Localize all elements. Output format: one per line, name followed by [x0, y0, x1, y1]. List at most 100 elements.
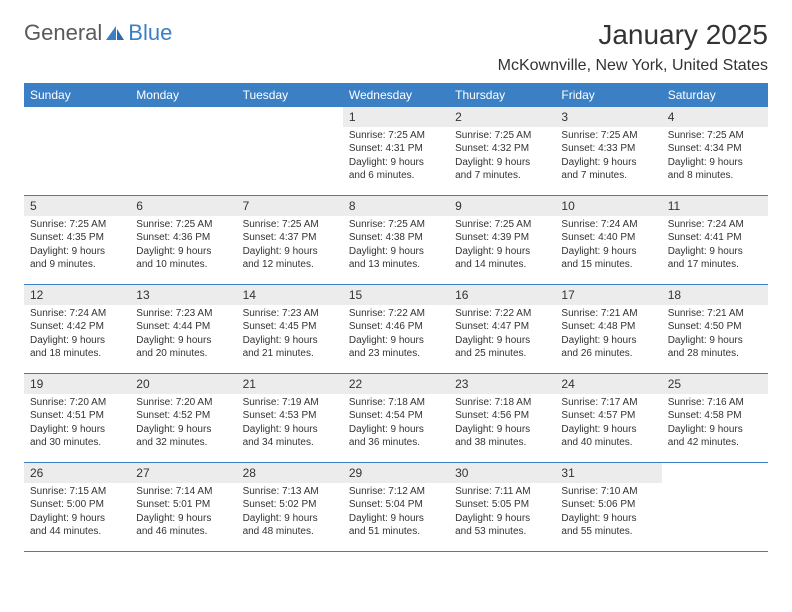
- day-number: 9: [449, 196, 555, 216]
- daylight-text-2: and 51 minutes.: [349, 525, 443, 539]
- day-body: Sunrise: 7:18 AMSunset: 4:54 PMDaylight:…: [343, 394, 449, 454]
- sunrise-text: Sunrise: 7:24 AM: [30, 307, 124, 321]
- daylight-text-2: and 14 minutes.: [455, 258, 549, 272]
- sunset-text: Sunset: 4:54 PM: [349, 409, 443, 423]
- sunset-text: Sunset: 4:44 PM: [136, 320, 230, 334]
- sunset-text: Sunset: 4:51 PM: [30, 409, 124, 423]
- day-number: 16: [449, 285, 555, 305]
- day-number: 4: [662, 107, 768, 127]
- day-number: 5: [24, 196, 130, 216]
- day-cell: 16Sunrise: 7:22 AMSunset: 4:47 PMDayligh…: [449, 285, 555, 373]
- day-cell: 9Sunrise: 7:25 AMSunset: 4:39 PMDaylight…: [449, 196, 555, 284]
- daylight-text-2: and 8 minutes.: [668, 169, 762, 183]
- dow-tuesday: Tuesday: [237, 83, 343, 107]
- day-cell: 7Sunrise: 7:25 AMSunset: 4:37 PMDaylight…: [237, 196, 343, 284]
- day-cell: 17Sunrise: 7:21 AMSunset: 4:48 PMDayligh…: [555, 285, 661, 373]
- calendar-grid: Sunday Monday Tuesday Wednesday Thursday…: [24, 83, 768, 552]
- brand-text-1: General: [24, 20, 102, 46]
- day-number: 24: [555, 374, 661, 394]
- day-cell: 30Sunrise: 7:11 AMSunset: 5:05 PMDayligh…: [449, 463, 555, 551]
- daylight-text-2: and 55 minutes.: [561, 525, 655, 539]
- daylight-text-2: and 34 minutes.: [243, 436, 337, 450]
- location-text: McKownville, New York, United States: [498, 57, 768, 75]
- daylight-text-2: and 21 minutes.: [243, 347, 337, 361]
- day-cell: 3Sunrise: 7:25 AMSunset: 4:33 PMDaylight…: [555, 107, 661, 195]
- day-body: Sunrise: 7:25 AMSunset: 4:35 PMDaylight:…: [24, 216, 130, 276]
- dow-monday: Monday: [130, 83, 236, 107]
- sunrise-text: Sunrise: 7:14 AM: [136, 485, 230, 499]
- sunset-text: Sunset: 4:37 PM: [243, 231, 337, 245]
- day-body: Sunrise: 7:15 AMSunset: 5:00 PMDaylight:…: [24, 483, 130, 543]
- day-body: Sunrise: 7:24 AMSunset: 4:40 PMDaylight:…: [555, 216, 661, 276]
- month-title: January 2025: [498, 20, 768, 51]
- day-cell: 14Sunrise: 7:23 AMSunset: 4:45 PMDayligh…: [237, 285, 343, 373]
- day-cell: 21Sunrise: 7:19 AMSunset: 4:53 PMDayligh…: [237, 374, 343, 462]
- daylight-text-2: and 15 minutes.: [561, 258, 655, 272]
- daylight-text-2: and 25 minutes.: [455, 347, 549, 361]
- sunrise-text: Sunrise: 7:18 AM: [349, 396, 443, 410]
- day-cell: 1Sunrise: 7:25 AMSunset: 4:31 PMDaylight…: [343, 107, 449, 195]
- sunrise-text: Sunrise: 7:25 AM: [349, 129, 443, 143]
- weeks-container: 1Sunrise: 7:25 AMSunset: 4:31 PMDaylight…: [24, 107, 768, 552]
- daylight-text-1: Daylight: 9 hours: [455, 156, 549, 170]
- daylight-text-2: and 44 minutes.: [30, 525, 124, 539]
- daylight-text-1: Daylight: 9 hours: [30, 423, 124, 437]
- sunset-text: Sunset: 4:57 PM: [561, 409, 655, 423]
- day-number: 17: [555, 285, 661, 305]
- sunrise-text: Sunrise: 7:25 AM: [349, 218, 443, 232]
- day-number: 19: [24, 374, 130, 394]
- daylight-text-1: Daylight: 9 hours: [136, 245, 230, 259]
- day-body: Sunrise: 7:25 AMSunset: 4:39 PMDaylight:…: [449, 216, 555, 276]
- day-number: 28: [237, 463, 343, 483]
- day-body: Sunrise: 7:12 AMSunset: 5:04 PMDaylight:…: [343, 483, 449, 543]
- day-cell: [237, 107, 343, 195]
- daylight-text-2: and 13 minutes.: [349, 258, 443, 272]
- day-body: Sunrise: 7:25 AMSunset: 4:33 PMDaylight:…: [555, 127, 661, 187]
- day-body: Sunrise: 7:20 AMSunset: 4:51 PMDaylight:…: [24, 394, 130, 454]
- sail-icon: [104, 24, 126, 42]
- daylight-text-1: Daylight: 9 hours: [668, 245, 762, 259]
- daylight-text-2: and 53 minutes.: [455, 525, 549, 539]
- day-number: 3: [555, 107, 661, 127]
- daylight-text-2: and 17 minutes.: [668, 258, 762, 272]
- day-number: 13: [130, 285, 236, 305]
- day-body: Sunrise: 7:23 AMSunset: 4:44 PMDaylight:…: [130, 305, 236, 365]
- daylight-text-2: and 42 minutes.: [668, 436, 762, 450]
- daylight-text-1: Daylight: 9 hours: [349, 245, 443, 259]
- daylight-text-1: Daylight: 9 hours: [30, 512, 124, 526]
- day-number: 29: [343, 463, 449, 483]
- daylight-text-2: and 26 minutes.: [561, 347, 655, 361]
- day-number: 10: [555, 196, 661, 216]
- daylight-text-2: and 12 minutes.: [243, 258, 337, 272]
- daylight-text-1: Daylight: 9 hours: [561, 245, 655, 259]
- daylight-text-1: Daylight: 9 hours: [561, 334, 655, 348]
- sunset-text: Sunset: 4:34 PM: [668, 142, 762, 156]
- day-number: 1: [343, 107, 449, 127]
- day-number: 11: [662, 196, 768, 216]
- sunset-text: Sunset: 4:41 PM: [668, 231, 762, 245]
- day-cell: [662, 463, 768, 551]
- day-cell: 31Sunrise: 7:10 AMSunset: 5:06 PMDayligh…: [555, 463, 661, 551]
- day-body: Sunrise: 7:18 AMSunset: 4:56 PMDaylight:…: [449, 394, 555, 454]
- day-number: 12: [24, 285, 130, 305]
- day-cell: 24Sunrise: 7:17 AMSunset: 4:57 PMDayligh…: [555, 374, 661, 462]
- day-body: Sunrise: 7:24 AMSunset: 4:41 PMDaylight:…: [662, 216, 768, 276]
- daylight-text-2: and 36 minutes.: [349, 436, 443, 450]
- day-body: Sunrise: 7:16 AMSunset: 4:58 PMDaylight:…: [662, 394, 768, 454]
- day-body: Sunrise: 7:25 AMSunset: 4:34 PMDaylight:…: [662, 127, 768, 187]
- dow-header-row: Sunday Monday Tuesday Wednesday Thursday…: [24, 83, 768, 107]
- sunset-text: Sunset: 4:36 PM: [136, 231, 230, 245]
- sunset-text: Sunset: 4:48 PM: [561, 320, 655, 334]
- day-cell: 2Sunrise: 7:25 AMSunset: 4:32 PMDaylight…: [449, 107, 555, 195]
- day-body: Sunrise: 7:19 AMSunset: 4:53 PMDaylight:…: [237, 394, 343, 454]
- daylight-text-1: Daylight: 9 hours: [561, 423, 655, 437]
- sunrise-text: Sunrise: 7:25 AM: [455, 218, 549, 232]
- day-body: Sunrise: 7:17 AMSunset: 4:57 PMDaylight:…: [555, 394, 661, 454]
- sunrise-text: Sunrise: 7:20 AM: [136, 396, 230, 410]
- day-body: Sunrise: 7:14 AMSunset: 5:01 PMDaylight:…: [130, 483, 236, 543]
- daylight-text-1: Daylight: 9 hours: [243, 334, 337, 348]
- daylight-text-1: Daylight: 9 hours: [349, 156, 443, 170]
- daylight-text-1: Daylight: 9 hours: [30, 334, 124, 348]
- daylight-text-1: Daylight: 9 hours: [455, 245, 549, 259]
- daylight-text-2: and 48 minutes.: [243, 525, 337, 539]
